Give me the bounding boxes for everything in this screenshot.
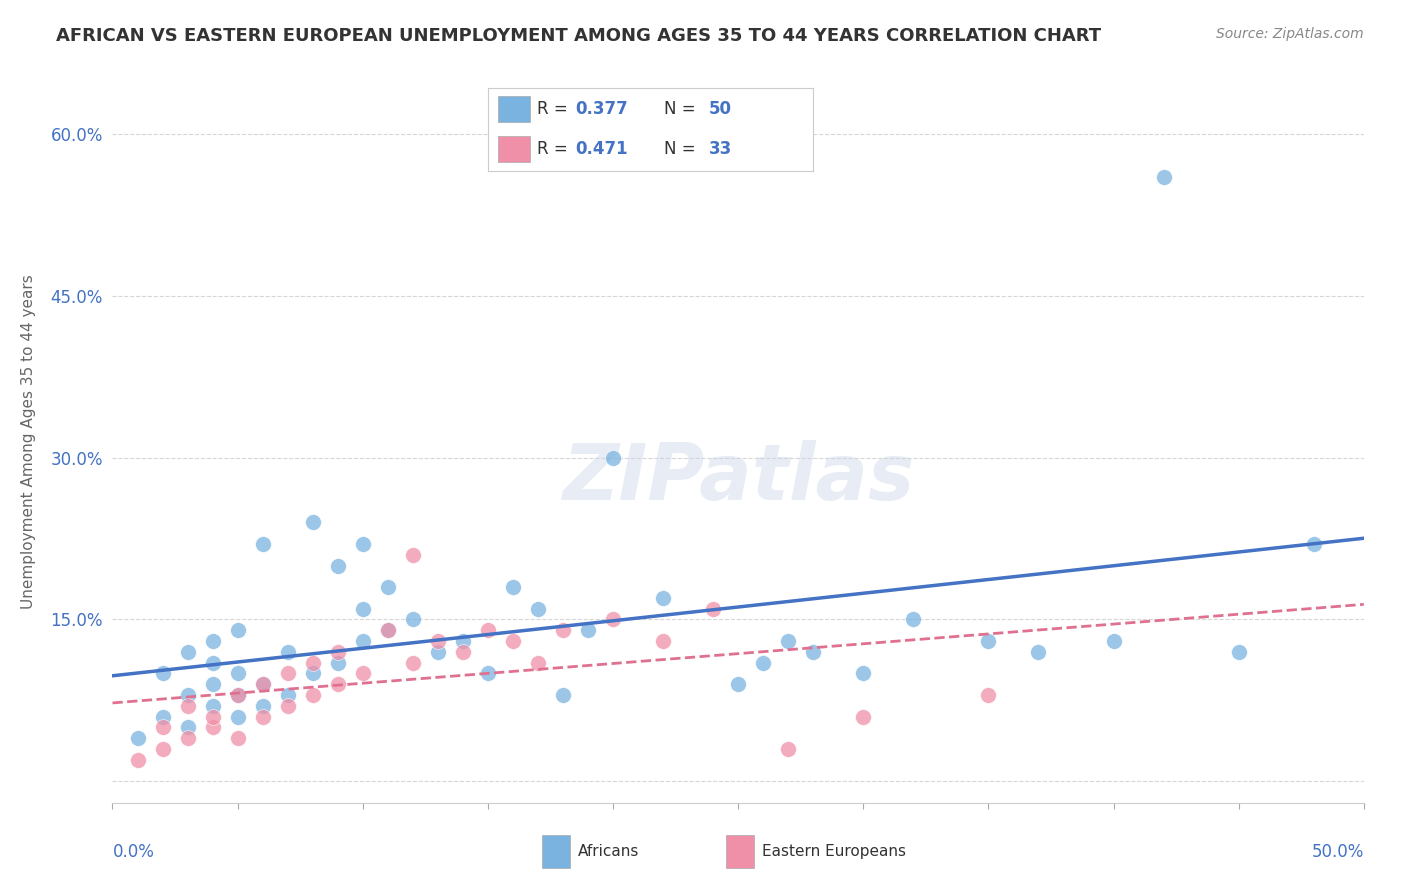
Point xyxy=(277,698,299,713)
Point xyxy=(1102,634,1125,648)
Point xyxy=(326,677,349,691)
Point xyxy=(451,634,474,648)
Point xyxy=(252,709,274,723)
Point xyxy=(477,666,499,681)
Point xyxy=(652,634,675,648)
Point xyxy=(352,666,374,681)
Point xyxy=(226,731,249,745)
Point xyxy=(252,677,274,691)
Point xyxy=(778,634,800,648)
Point xyxy=(152,666,174,681)
Point xyxy=(602,612,624,626)
Point xyxy=(602,450,624,465)
Point xyxy=(201,634,224,648)
Point xyxy=(652,591,675,605)
Point xyxy=(727,677,749,691)
Point xyxy=(277,645,299,659)
Point xyxy=(1227,645,1250,659)
Point xyxy=(152,709,174,723)
Point xyxy=(801,645,824,659)
Point xyxy=(326,558,349,573)
Point xyxy=(226,666,249,681)
Point xyxy=(226,688,249,702)
Point xyxy=(352,537,374,551)
Point xyxy=(201,720,224,734)
Point xyxy=(277,666,299,681)
Point xyxy=(426,645,449,659)
Point xyxy=(176,645,198,659)
Point xyxy=(301,666,323,681)
Point xyxy=(152,720,174,734)
Point xyxy=(1302,537,1324,551)
Point xyxy=(301,656,323,670)
Point xyxy=(502,580,524,594)
Point xyxy=(301,688,323,702)
Point xyxy=(226,624,249,638)
Point xyxy=(551,624,574,638)
Point xyxy=(527,656,550,670)
Point xyxy=(127,753,149,767)
Point xyxy=(852,666,875,681)
Point xyxy=(252,677,274,691)
Point xyxy=(176,698,198,713)
Point xyxy=(852,709,875,723)
Text: ZIPatlas: ZIPatlas xyxy=(562,440,914,516)
Text: Source: ZipAtlas.com: Source: ZipAtlas.com xyxy=(1216,27,1364,41)
Point xyxy=(477,624,499,638)
Point xyxy=(201,656,224,670)
Point xyxy=(352,601,374,615)
Point xyxy=(301,516,323,530)
Point xyxy=(402,548,425,562)
Point xyxy=(778,742,800,756)
Point xyxy=(176,720,198,734)
Point xyxy=(377,624,399,638)
Text: 0.0%: 0.0% xyxy=(112,843,155,861)
Point xyxy=(176,731,198,745)
Point xyxy=(576,624,599,638)
Point xyxy=(127,731,149,745)
Point xyxy=(252,537,274,551)
Y-axis label: Unemployment Among Ages 35 to 44 years: Unemployment Among Ages 35 to 44 years xyxy=(21,274,37,609)
Point xyxy=(502,634,524,648)
Text: 50.0%: 50.0% xyxy=(1312,843,1364,861)
Point xyxy=(903,612,925,626)
Point xyxy=(752,656,775,670)
Point xyxy=(326,656,349,670)
Point xyxy=(527,601,550,615)
Point xyxy=(402,612,425,626)
Point xyxy=(377,624,399,638)
Point xyxy=(201,709,224,723)
Point xyxy=(176,688,198,702)
Point xyxy=(977,634,1000,648)
Text: AFRICAN VS EASTERN EUROPEAN UNEMPLOYMENT AMONG AGES 35 TO 44 YEARS CORRELATION C: AFRICAN VS EASTERN EUROPEAN UNEMPLOYMENT… xyxy=(56,27,1101,45)
Point xyxy=(352,634,374,648)
Point xyxy=(201,698,224,713)
Point xyxy=(226,709,249,723)
Point xyxy=(426,634,449,648)
Point xyxy=(377,580,399,594)
Point xyxy=(201,677,224,691)
Point xyxy=(252,698,274,713)
Point xyxy=(152,742,174,756)
Point xyxy=(1153,170,1175,185)
Point xyxy=(977,688,1000,702)
Point xyxy=(226,688,249,702)
Point xyxy=(1028,645,1050,659)
Point xyxy=(402,656,425,670)
Point xyxy=(277,688,299,702)
Point xyxy=(702,601,724,615)
Point xyxy=(451,645,474,659)
Point xyxy=(551,688,574,702)
Point xyxy=(326,645,349,659)
